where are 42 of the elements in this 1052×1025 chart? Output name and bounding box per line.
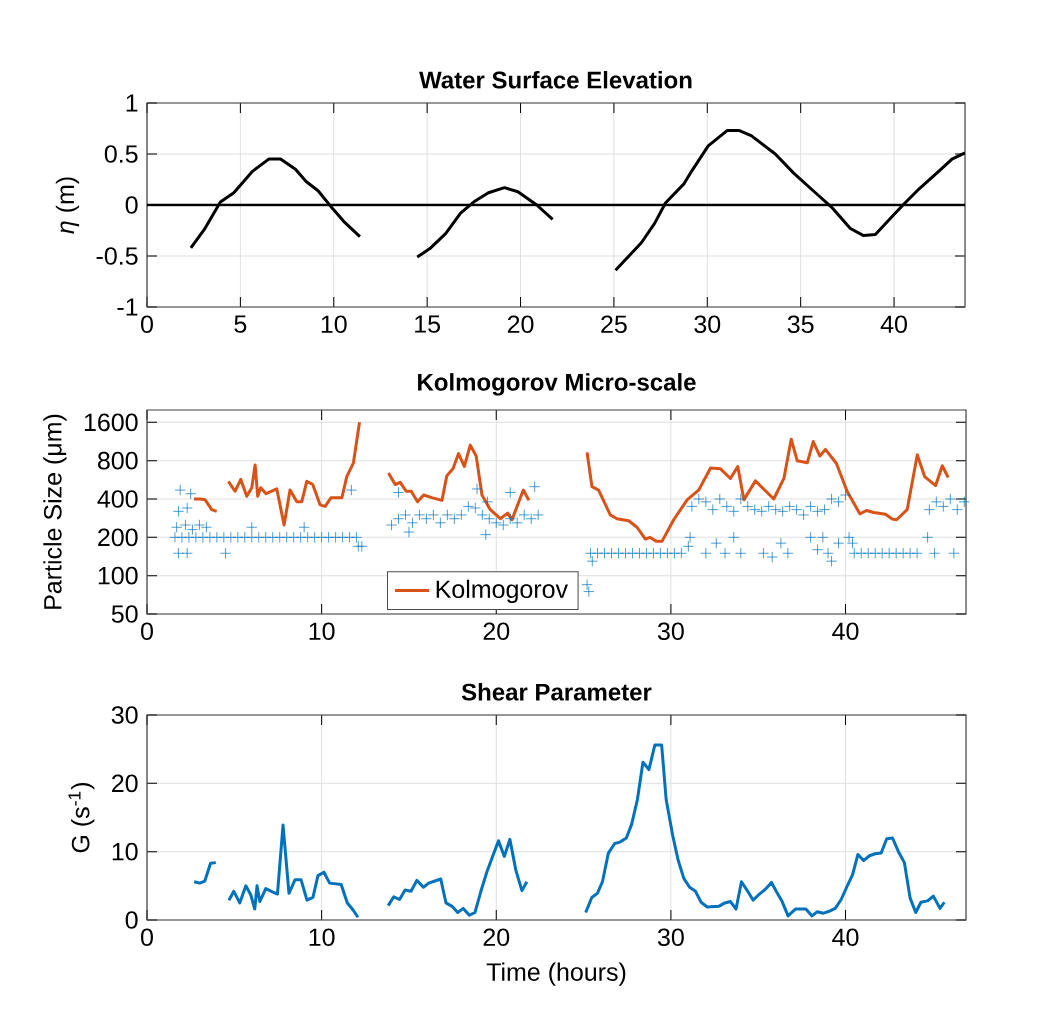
x-tick-label: 40 xyxy=(832,928,859,947)
y-tick-label: -0.5 xyxy=(96,247,138,265)
y-tick-label: 30 xyxy=(111,706,138,724)
x-tick-label: 25 xyxy=(601,315,627,334)
y-tick-label: 100 xyxy=(98,566,138,585)
x-tick-label: 5 xyxy=(234,315,247,333)
x-tick-label: 30 xyxy=(657,622,684,641)
y-axis-title: G (s$^{-1}$) xyxy=(68,783,95,853)
x-tick-label: 30 xyxy=(657,928,684,947)
x-tick-label: 0 xyxy=(141,315,153,334)
x-tick-label: 15 xyxy=(415,315,440,333)
x-tick-label: 20 xyxy=(483,928,510,947)
y-tick-label: 200 xyxy=(98,528,138,547)
chart-title: Kolmogorov Micro-scale xyxy=(418,373,696,396)
x-tick-label: 20 xyxy=(483,622,510,641)
x-tick-label: 40 xyxy=(880,315,907,334)
y-tick-label: -1 xyxy=(117,298,138,316)
chart-title: Shear Parameter xyxy=(461,683,652,701)
x-tick-label: 20 xyxy=(507,315,534,334)
legend-label: Kolmogorov xyxy=(436,579,568,603)
x-tick-label: 10 xyxy=(309,622,335,641)
y-tick-label: 1600 xyxy=(84,413,138,432)
x-tick-label: 35 xyxy=(787,315,814,334)
x-tick-label: 10 xyxy=(321,315,347,334)
y-tick-label: 0.5 xyxy=(104,145,138,163)
y-tick-label: 10 xyxy=(112,842,138,861)
y-tick-label: 0 xyxy=(125,196,138,214)
y-tick-label: 1 xyxy=(126,94,138,112)
y-axis-title: Particle Size (μm) xyxy=(43,414,67,609)
chart-title: Water Surface Elevation xyxy=(419,70,692,89)
y-tick-label: 0 xyxy=(125,911,138,929)
y-tick-label: 800 xyxy=(97,451,138,470)
y-tick-label: 50 xyxy=(111,605,138,623)
x-tick-label: 30 xyxy=(694,315,721,334)
x-tick-label: 10 xyxy=(309,928,335,947)
y-axis-title: η (m) xyxy=(55,177,80,234)
x-axis-title: Time (hours) xyxy=(486,962,626,986)
x-tick-label: 40 xyxy=(832,622,859,641)
y-tick-label: 400 xyxy=(97,490,138,508)
y-tick-label: 20 xyxy=(112,774,138,793)
x-tick-label: 0 xyxy=(141,928,153,947)
x-tick-label: 0 xyxy=(141,622,153,641)
